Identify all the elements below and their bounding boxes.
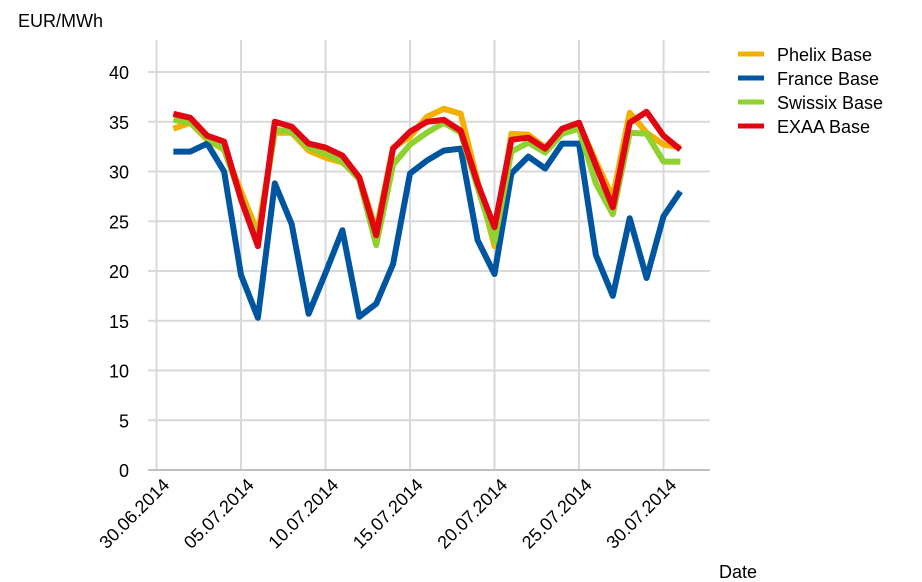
y-tick-label: 5 — [119, 411, 129, 431]
y-axis-ticks: 0 5 10 15 20 25 30 35 40 — [109, 63, 129, 481]
y-tick-label: 10 — [109, 362, 129, 382]
x-tick-label: 15.07.2014 — [349, 475, 427, 553]
series-line-exaa-base — [172, 108, 683, 250]
y-tick-label: 30 — [109, 163, 129, 183]
y-tick-label: 20 — [109, 262, 129, 282]
series-lines — [172, 105, 683, 321]
x-tick-label: 30.07.2014 — [602, 475, 680, 553]
legend-label-exaa-base: EXAA Base — [777, 117, 870, 137]
y-axis-title: EUR/MWh — [18, 11, 103, 31]
legend-label-swissix-base: Swissix Base — [777, 93, 883, 113]
gridlines — [148, 40, 710, 471]
y-tick-label: 25 — [109, 212, 129, 232]
x-tick-label: 05.07.2014 — [180, 475, 258, 553]
x-tick-label: 25.07.2014 — [518, 475, 596, 553]
x-axis-title: Date — [719, 562, 757, 582]
y-tick-label: 15 — [109, 312, 129, 332]
x-tick-label: 10.07.2014 — [264, 475, 342, 553]
x-tick-label: 20.07.2014 — [433, 475, 511, 553]
x-tick-label: 30.06.2014 — [95, 475, 173, 553]
legend-label-france-base: France Base — [777, 69, 879, 89]
y-tick-label: 0 — [119, 461, 129, 481]
y-tick-label: 35 — [109, 113, 129, 133]
legend-label-phelix-base: Phelix Base — [777, 45, 872, 65]
series-line-france-base — [173, 140, 683, 321]
legend: Phelix Base France Base Swissix Base EXAA B… — [738, 45, 883, 137]
y-tick-label: 40 — [109, 63, 129, 83]
x-axis-ticks: 30.06.2014 05.07.2014 10.07.2014 15.07.2014… — [95, 475, 680, 553]
